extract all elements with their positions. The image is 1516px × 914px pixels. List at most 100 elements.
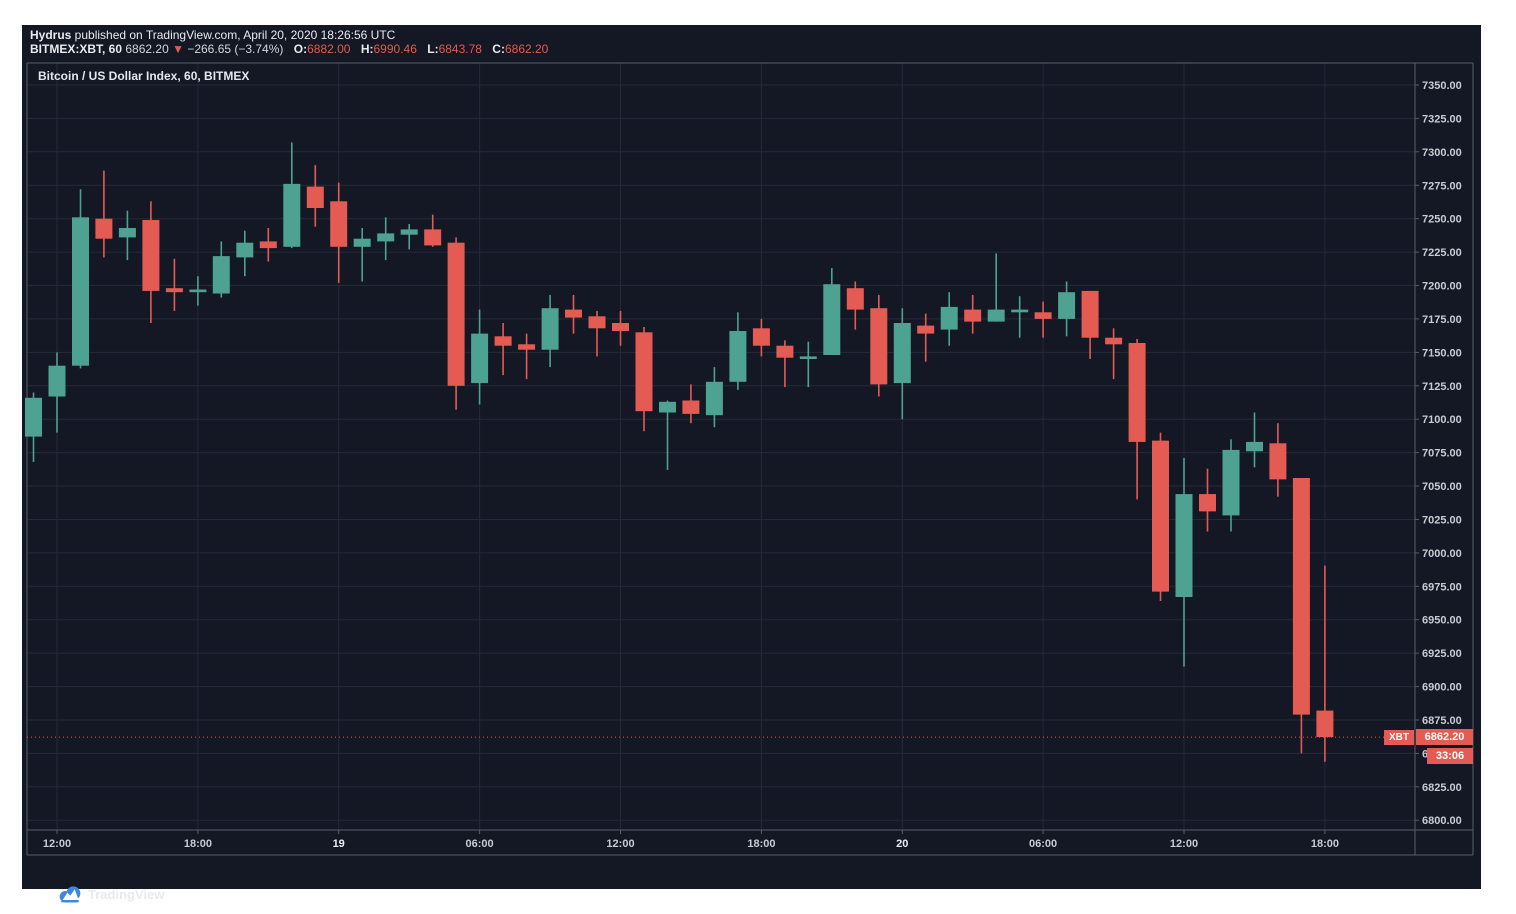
price-tick-label: 6950.00 bbox=[1422, 615, 1462, 627]
candle bbox=[25, 392, 42, 462]
candle bbox=[705, 367, 723, 428]
time-tick-label: 12:00 bbox=[43, 838, 71, 850]
candle bbox=[494, 323, 512, 376]
time-tick-label: 18:00 bbox=[184, 838, 212, 850]
down-arrow-icon: ▼ bbox=[172, 42, 184, 56]
candle bbox=[541, 294, 559, 368]
candle bbox=[565, 294, 582, 334]
candle bbox=[212, 241, 230, 298]
candle bbox=[1105, 328, 1123, 380]
candle bbox=[377, 217, 395, 261]
candle bbox=[165, 258, 183, 311]
price-tick-label: 7250.00 bbox=[1422, 214, 1462, 226]
candle bbox=[95, 170, 113, 258]
candle bbox=[1034, 301, 1052, 338]
candle bbox=[964, 294, 982, 334]
time-tick-label: 12:00 bbox=[1170, 838, 1198, 850]
candle bbox=[283, 142, 301, 249]
candle bbox=[236, 230, 254, 277]
price-tick-label: 7275.00 bbox=[1422, 180, 1462, 192]
price-tick-label: 6800.00 bbox=[1422, 815, 1462, 827]
price-tick-label: 7325.00 bbox=[1422, 113, 1462, 125]
price-tick-label: 6900.00 bbox=[1422, 682, 1462, 694]
time-tick-label: 20 bbox=[896, 838, 908, 850]
time-tick-label: 19 bbox=[333, 838, 345, 850]
candle bbox=[776, 340, 794, 388]
price-tick-label: 7000.00 bbox=[1422, 548, 1462, 560]
candle bbox=[659, 400, 676, 470]
ohlc-open: O:6882.00 bbox=[293, 42, 351, 56]
price-tick-label: 7200.00 bbox=[1422, 281, 1462, 293]
price-tick-label: 7300.00 bbox=[1422, 147, 1462, 159]
chart-title: Bitcoin / US Dollar Index, 60, BITMEX bbox=[38, 69, 250, 83]
price-tick-label: 6925.00 bbox=[1422, 648, 1462, 660]
price-tick-label: 7125.00 bbox=[1422, 381, 1462, 393]
candle bbox=[1152, 432, 1169, 601]
candle bbox=[893, 308, 911, 420]
tradingview-logo[interactable]: TradingView bbox=[58, 884, 164, 904]
candle bbox=[48, 352, 66, 433]
candle bbox=[1128, 339, 1146, 500]
candles-layer bbox=[25, 142, 1334, 762]
price-tick-label: 7025.00 bbox=[1422, 515, 1462, 527]
candle bbox=[1269, 423, 1287, 497]
chart-frame bbox=[26, 62, 1474, 856]
candle bbox=[259, 228, 277, 262]
candle bbox=[612, 310, 629, 346]
published-text: published on TradingView.com, April 20, … bbox=[71, 28, 396, 42]
price-tick-label: 7350.00 bbox=[1422, 80, 1462, 92]
candle bbox=[1292, 478, 1310, 754]
candle bbox=[72, 189, 89, 369]
time-tick-label: 12:00 bbox=[606, 838, 634, 850]
last-price: 6862.20 bbox=[125, 42, 169, 56]
candle bbox=[799, 341, 817, 388]
price-tick-label: 7050.00 bbox=[1422, 481, 1462, 493]
price-tick-label: 7175.00 bbox=[1422, 314, 1462, 326]
time-tick-label: 06:00 bbox=[466, 838, 494, 850]
candle bbox=[917, 313, 935, 362]
candle bbox=[940, 292, 958, 346]
price-tick-label: 6975.00 bbox=[1422, 581, 1462, 593]
time-tick-label: 18:00 bbox=[747, 838, 775, 850]
candle bbox=[1316, 565, 1334, 762]
price-tick-label: 7225.00 bbox=[1422, 247, 1462, 259]
candle bbox=[635, 327, 653, 432]
candle bbox=[1081, 290, 1099, 359]
symbol-price-flag: XBT bbox=[1384, 729, 1414, 745]
candle bbox=[1058, 281, 1076, 337]
price-tick-label: 7075.00 bbox=[1422, 448, 1462, 460]
candle bbox=[1011, 296, 1029, 338]
candle bbox=[471, 309, 489, 405]
candle bbox=[588, 310, 606, 357]
candle bbox=[330, 182, 348, 283]
time-tick-label: 06:00 bbox=[1029, 838, 1057, 850]
current-price-axis-label: 6862.20 bbox=[1416, 729, 1473, 746]
candle bbox=[353, 228, 371, 282]
symbol-interval: BITMEX:XBT, 60 bbox=[30, 42, 123, 56]
bar-countdown-label: 33:06 bbox=[1427, 748, 1473, 765]
candle bbox=[752, 318, 770, 357]
candle bbox=[306, 165, 324, 227]
ohlc-high: H:6990.46 bbox=[360, 42, 417, 56]
candle bbox=[823, 268, 841, 355]
time-axis[interactable]: 12:00 18:00 19 06:00 12:00 18:00 20 06:00 12:00 1… bbox=[43, 830, 1339, 850]
candle bbox=[1175, 458, 1193, 667]
price-tick-label: 6825.00 bbox=[1422, 782, 1462, 794]
author-name: Hydrus bbox=[30, 28, 72, 42]
grid-lines bbox=[27, 63, 1415, 830]
candle bbox=[142, 201, 160, 323]
candle bbox=[870, 294, 888, 397]
ohlc-close: C:6862.20 bbox=[492, 42, 549, 56]
candle bbox=[846, 281, 864, 330]
price-axis[interactable]: 7350.00 7325.00 7300.00 7275.00 7250.00 7225.… bbox=[1415, 80, 1462, 827]
candle bbox=[1199, 468, 1216, 532]
candle bbox=[1246, 412, 1263, 468]
price-tick-label: 6875.00 bbox=[1422, 715, 1462, 727]
candle bbox=[1222, 439, 1240, 532]
candle bbox=[987, 253, 1005, 322]
price-tick-label: 7150.00 bbox=[1422, 347, 1462, 359]
snapshot-header: Hydrus published on TradingView.com, Apr… bbox=[30, 28, 548, 56]
symbol-line: BITMEX:XBT, 60 6862.20 ▼ −266.65 (−3.74%… bbox=[30, 42, 548, 56]
